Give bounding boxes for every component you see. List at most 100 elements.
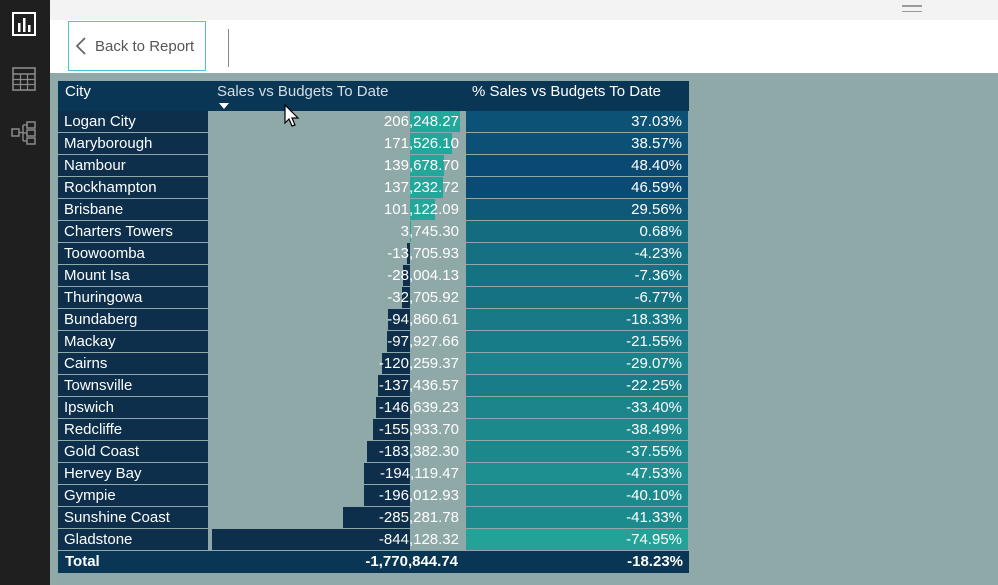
pct-cell: -47.53% — [466, 463, 688, 484]
sales-cell: -94,860.61 — [210, 309, 462, 330]
table-row[interactable]: Logan City 206,248.27 37.03% — [58, 111, 689, 133]
column-header-city[interactable]: City — [65, 83, 91, 100]
sales-value: -94,860.61 — [387, 311, 459, 328]
sales-cell: -146,639.23 — [210, 397, 462, 418]
sales-value: 3,745.30 — [400, 223, 459, 240]
pct-cell: -4.23% — [466, 243, 688, 264]
sales-data-bar — [364, 463, 410, 484]
sales-data-bar — [403, 265, 410, 286]
city-cell: Hervey Bay — [58, 463, 208, 484]
total-label: Total — [65, 553, 100, 570]
sales-cell: -285,281.78 — [210, 507, 462, 528]
table-row[interactable]: Thuringowa -32,705.92 -6.77% — [58, 287, 689, 309]
sales-data-bar — [212, 529, 410, 550]
pct-cell: 48.40% — [466, 155, 688, 176]
toolbar-divider — [228, 29, 229, 67]
table-row[interactable]: Brisbane 101,122.09 29.56% — [58, 199, 689, 221]
table-row[interactable]: Gympie -196,012.93 -40.10% — [58, 485, 689, 507]
city-cell: Gympie — [58, 485, 208, 506]
back-to-report-button[interactable]: Back to Report — [68, 21, 206, 71]
city-cell: Cairns — [58, 353, 208, 374]
sort-descending-icon[interactable] — [219, 103, 229, 109]
city-cell: Rockhampton — [58, 177, 208, 198]
city-cell: Bundaberg — [58, 309, 208, 330]
pct-cell: 38.57% — [466, 133, 688, 154]
table-row[interactable]: Nambour 139,678.70 48.40% — [58, 155, 689, 177]
matrix-header: City Sales vs Budgets To Date % Sales vs… — [58, 81, 689, 111]
pct-cell: 29.56% — [466, 199, 688, 220]
top-bar: Back to Report — [50, 0, 998, 73]
table-row[interactable]: Bundaberg -94,860.61 -18.33% — [58, 309, 689, 331]
total-sales: -1,770,844.74 — [365, 553, 458, 570]
data-view-icon[interactable] — [11, 66, 37, 92]
table-row[interactable]: Mount Isa -28,004.13 -7.36% — [58, 265, 689, 287]
sales-value: -137,436.57 — [378, 377, 459, 394]
city-cell: Gladstone — [58, 529, 208, 550]
table-row[interactable]: Mackay -97,927.66 -21.55% — [58, 331, 689, 353]
sales-data-bar — [410, 111, 460, 132]
sales-data-bar — [402, 287, 410, 308]
sales-cell: 171,526.10 — [210, 133, 462, 154]
model-view-icon[interactable] — [11, 120, 37, 146]
sales-cell: -120,259.37 — [210, 353, 462, 374]
sales-value: -196,012.93 — [378, 487, 459, 504]
sales-value: -155,933.70 — [378, 421, 459, 438]
sales-value: -285,281.78 — [378, 509, 459, 526]
sales-cell: -183,382.30 — [210, 441, 462, 462]
matrix-table[interactable]: City Sales vs Budgets To Date % Sales vs… — [58, 81, 689, 573]
pct-cell: -33.40% — [466, 397, 688, 418]
table-row[interactable]: Sunshine Coast -285,281.78 -41.33% — [58, 507, 689, 529]
pct-cell: -22.25% — [466, 375, 688, 396]
city-cell: Toowoomba — [58, 243, 208, 264]
city-cell: Maryborough — [58, 133, 208, 154]
sales-value: 206,248.27 — [383, 113, 459, 130]
city-cell: Townsville — [58, 375, 208, 396]
city-cell: Redcliffe — [58, 419, 208, 440]
table-row[interactable]: Toowoomba -13,705.93 -4.23% — [58, 243, 689, 265]
table-row[interactable]: Redcliffe -155,933.70 -38.49% — [58, 419, 689, 441]
sales-value: 137,232.72 — [383, 179, 459, 196]
column-header-pct[interactable]: % Sales vs Budgets To Date — [472, 83, 661, 100]
sales-cell: -97,927.66 — [210, 331, 462, 352]
sales-cell: 139,678.70 — [210, 155, 462, 176]
sales-value: -13,705.93 — [387, 245, 459, 262]
sales-cell: -137,436.57 — [210, 375, 462, 396]
city-cell: Charters Towers — [58, 221, 208, 242]
city-cell: Brisbane — [58, 199, 208, 220]
table-row[interactable]: Hervey Bay -194,119.47 -47.53% — [58, 463, 689, 485]
sales-cell: -13,705.93 — [210, 243, 462, 264]
column-header-sales[interactable]: Sales vs Budgets To Date — [217, 83, 389, 100]
sales-data-bar — [387, 309, 410, 330]
bar-chart-icon — [12, 12, 36, 36]
sales-value: -183,382.30 — [378, 443, 459, 460]
pct-cell: -29.07% — [466, 353, 688, 374]
pct-cell: 0.68% — [466, 221, 688, 242]
report-canvas: City Sales vs Budgets To Date % Sales vs… — [50, 73, 998, 585]
pct-cell: -38.49% — [466, 419, 688, 440]
table-row[interactable]: Gold Coast -183,382.30 -37.55% — [58, 441, 689, 463]
table-row[interactable]: Charters Towers 3,745.30 0.68% — [58, 221, 689, 243]
sales-data-bar — [410, 155, 444, 176]
sales-data-bar — [387, 331, 410, 352]
table-icon — [12, 67, 36, 91]
table-row[interactable]: Gladstone -844,128.32 -74.95% — [58, 529, 689, 551]
report-view-icon[interactable] — [11, 11, 37, 37]
table-row[interactable]: Cairns -120,259.37 -29.07% — [58, 353, 689, 375]
pct-cell: -37.55% — [466, 441, 688, 462]
pct-cell: -6.77% — [466, 287, 688, 308]
sales-data-bar — [343, 507, 410, 528]
sales-cell: 206,248.27 — [210, 111, 462, 132]
sales-cell: -28,004.13 — [210, 265, 462, 286]
sales-cell: 101,122.09 — [210, 199, 462, 220]
table-row[interactable]: Rockhampton 137,232.72 46.59% — [58, 177, 689, 199]
left-sidebar — [0, 0, 50, 585]
table-row[interactable]: Maryborough 171,526.10 38.57% — [58, 133, 689, 155]
sales-value: -28,004.13 — [387, 267, 459, 284]
table-row[interactable]: Townsville -137,436.57 -22.25% — [58, 375, 689, 397]
drag-handle-icon[interactable] — [902, 5, 922, 16]
pct-cell: 46.59% — [466, 177, 688, 198]
table-row[interactable]: Ipswich -146,639.23 -33.40% — [58, 397, 689, 419]
city-cell: Thuringowa — [58, 287, 208, 308]
pct-cell: 37.03% — [466, 111, 688, 132]
sales-cell: -196,012.93 — [210, 485, 462, 506]
